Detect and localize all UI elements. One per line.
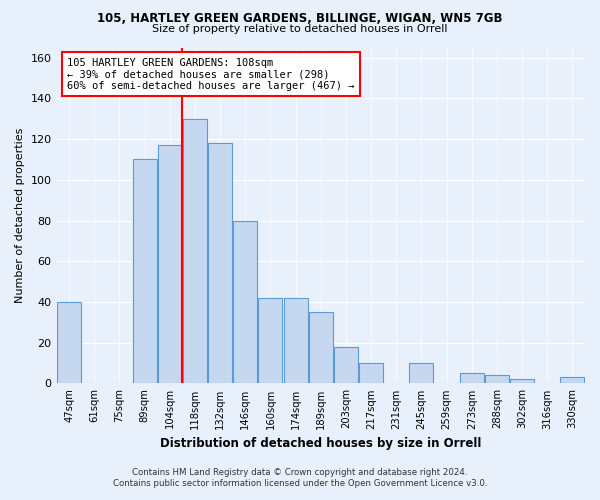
Bar	[57, 302, 81, 384]
Bar	[233, 220, 257, 384]
Bar	[183, 119, 207, 384]
Bar	[133, 160, 157, 384]
Bar	[485, 376, 509, 384]
Bar	[460, 374, 484, 384]
Bar	[510, 380, 534, 384]
Bar	[409, 363, 433, 384]
Text: 105, HARTLEY GREEN GARDENS, BILLINGE, WIGAN, WN5 7GB: 105, HARTLEY GREEN GARDENS, BILLINGE, WI…	[97, 12, 503, 26]
Bar	[158, 145, 182, 384]
Bar	[259, 298, 283, 384]
Text: 105 HARTLEY GREEN GARDENS: 108sqm
← 39% of detached houses are smaller (298)
60%: 105 HARTLEY GREEN GARDENS: 108sqm ← 39% …	[67, 58, 355, 91]
Bar	[560, 378, 584, 384]
Bar	[359, 363, 383, 384]
Bar	[309, 312, 333, 384]
Bar	[208, 143, 232, 384]
X-axis label: Distribution of detached houses by size in Orrell: Distribution of detached houses by size …	[160, 437, 481, 450]
Text: Contains HM Land Registry data © Crown copyright and database right 2024.
Contai: Contains HM Land Registry data © Crown c…	[113, 468, 487, 487]
Y-axis label: Number of detached properties: Number of detached properties	[15, 128, 25, 303]
Text: Size of property relative to detached houses in Orrell: Size of property relative to detached ho…	[152, 24, 448, 34]
Bar	[284, 298, 308, 384]
Bar	[334, 347, 358, 384]
